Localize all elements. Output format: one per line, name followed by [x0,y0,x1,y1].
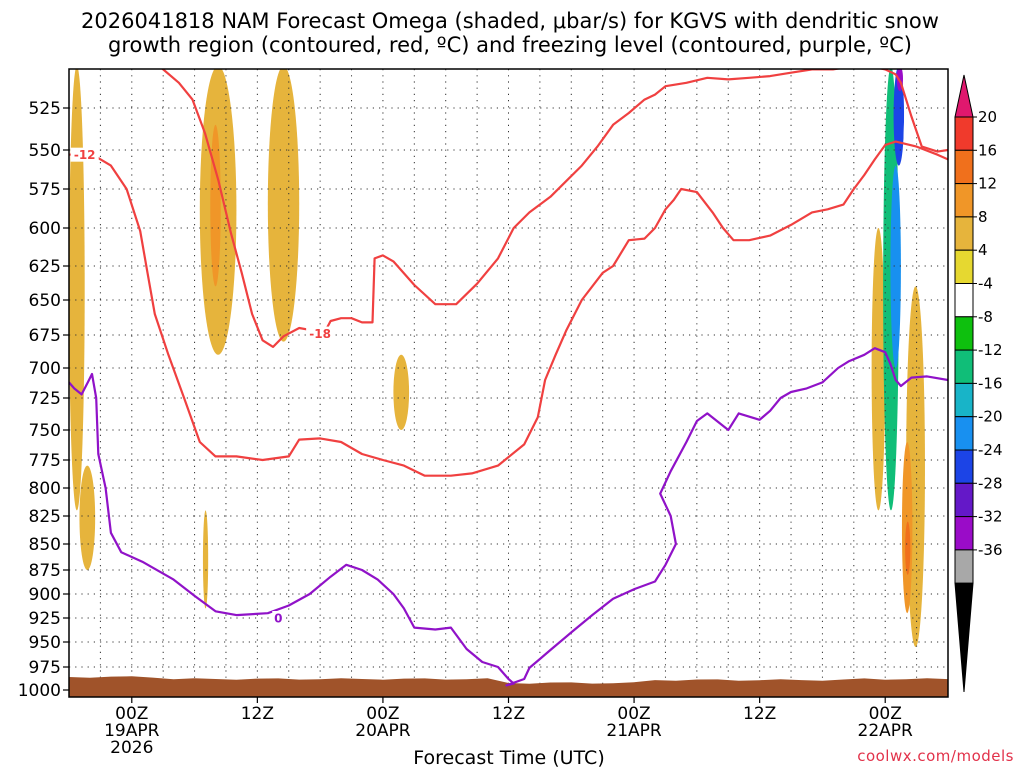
terrain-shape [69,676,948,697]
omega-patch [335,157,350,436]
colorbar-segment [954,149,974,185]
dgz-contour-2-label: -18 [309,327,331,341]
y-tick-label: 925 [29,609,61,629]
y-tick-label: 775 [29,451,61,471]
colorbar-segment [954,249,974,284]
omega-patch [903,69,917,300]
colorbar-segment [954,482,974,518]
colorbar-bottom-arrow [954,582,974,693]
colorbar-segment [954,549,974,584]
y-tick-label: 675 [29,326,61,346]
y-tick-label: 1000 [18,681,61,701]
x-tick-label: 20APR [355,721,411,741]
dgz-contour-1-label-bg [70,147,99,162]
colorbar-label: -28 [978,474,1003,492]
omega-patch [720,354,735,500]
colorbar-label: 12 [978,175,997,193]
colorbar-label: 8 [978,208,988,226]
x-tick-label: 00Z [366,704,399,724]
omega-patch [736,417,771,565]
x-tick-label: 00Z [869,704,902,724]
colorbar-segment [954,283,974,318]
omega-patch [853,321,868,488]
x-tick-label: 00Z [617,704,650,724]
freezing-level-contour [69,347,948,687]
y-tick-label: 750 [29,421,61,441]
colorbar-label: -4 [978,275,993,293]
omega-patch [69,69,85,511]
x-tick-label: 2026 [110,738,153,758]
colorbar-label: -24 [978,441,1003,459]
colorbar: 20 16 12 8 4 -4 -8 -12 -16 -20 -24 -28 -32 -36 [954,74,1003,693]
y-tick-label: 550 [29,141,61,161]
y-axis: 525 550 575 600 625 650 675 700 725 750 775 800 825 8… [18,99,69,701]
x-axis-label: Forecast Time (UTC) [413,747,604,768]
y-tick-label: 875 [29,561,61,581]
colorbar-segment [954,416,974,451]
colorbar-label: 20 [978,108,997,126]
y-tick-label: 650 [29,291,61,311]
x-tick-label: 21APR [606,721,662,741]
y-tick-label: 825 [29,507,61,527]
x-tick-label: 22APR [858,721,914,741]
colorbar-label: 4 [978,241,988,259]
colorbar-segment [954,216,974,251]
y-tick-label: 625 [29,257,61,277]
colorbar-label: -20 [978,408,1003,426]
colorbar-segment [954,183,974,218]
omega-patch [890,165,901,368]
omega-patch [905,521,911,575]
chart-title-line-1: 2026041818 NAM Forecast Omega (shaded, μ… [81,9,939,33]
x-tick-label: 12Z [743,704,776,724]
colorbar-segment [954,116,974,151]
chart-title-line-2: growth region (contoured, red, ºC) and f… [108,33,912,57]
y-tick-label: 600 [29,219,61,239]
freezing-level-contour-label: 0 [274,612,282,626]
colorbar-segment [954,349,974,384]
omega-patch [312,293,327,599]
y-tick-label: 950 [29,633,61,653]
colorbar-label: -16 [978,374,1003,392]
omega-patch [267,69,300,342]
y-tick-label: 700 [29,359,61,379]
x-tick-label: 12Z [241,704,274,724]
colorbar-label: 16 [978,141,997,159]
omega-patch [157,99,169,228]
y-tick-label: 850 [29,535,61,555]
dgz-contour-1-label: -12 [74,148,96,162]
dgz-contour-2-label-bg [306,326,335,341]
credit-text: coolwx.com/models [857,747,1014,765]
x-tick-label: 00Z [115,704,148,724]
y-tick-label: 975 [29,658,61,678]
colorbar-label: -32 [978,508,1003,526]
colorbar-segment [954,382,974,418]
colorbar-segment [954,316,974,351]
omega-patch [382,589,388,599]
omega-patch [393,354,410,430]
freezing-level-contour-label-bg [272,611,285,625]
terrain-fill [69,676,948,697]
colorbar-label: -36 [978,541,1003,559]
y-tick-label: 575 [29,180,61,200]
y-tick-label: 900 [29,585,61,605]
x-tick-label: 12Z [492,704,525,724]
colorbar-top-arrow [954,74,974,118]
omega-patch [79,465,96,570]
x-tick-label: 19APR [104,721,160,741]
omega-patch [935,465,941,516]
dgz-contour-1 [69,140,948,477]
y-tick-label: 725 [29,389,61,409]
omega-patch [210,124,221,287]
colorbar-label: -12 [978,341,1003,359]
y-tick-label: 525 [29,99,61,119]
omega-patch [202,510,209,609]
colorbar-segment [954,516,974,551]
y-tick-label: 800 [29,479,61,499]
colorbar-label: -8 [978,308,993,326]
plot-grid [68,69,949,697]
colorbar-segment [954,449,974,484]
omega-patch [871,228,886,511]
